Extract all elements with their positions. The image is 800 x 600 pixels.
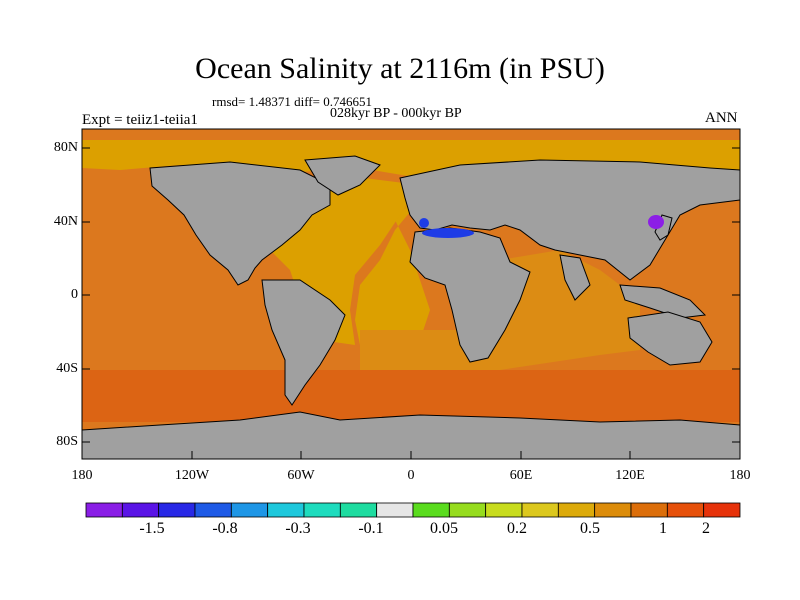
lon-label-120w: 120W bbox=[174, 468, 210, 483]
colorbar-label: 1 bbox=[659, 520, 667, 537]
land-masses bbox=[82, 155, 740, 459]
colorbar-swatch bbox=[448, 502, 487, 518]
atlantic-ocean bbox=[280, 150, 430, 345]
lat-label-0: 0 bbox=[71, 287, 78, 302]
lon-label-180w: 180 bbox=[71, 468, 93, 483]
colorbar-swatch bbox=[594, 502, 632, 518]
colorbar-swatch bbox=[630, 502, 668, 518]
period-label: 028kyr BP - 000kyr BP bbox=[330, 106, 462, 121]
colorbar-swatch bbox=[339, 502, 378, 518]
lon-label-60e: 60E bbox=[509, 468, 533, 483]
colorbar-label: -0.3 bbox=[285, 520, 311, 537]
colorbar-swatch bbox=[703, 502, 741, 518]
colorbar-swatch bbox=[666, 502, 705, 518]
greenland bbox=[304, 155, 381, 196]
colorbar-label: -0.8 bbox=[212, 520, 238, 537]
colorbar-swatch bbox=[485, 502, 523, 518]
lat-ticks bbox=[82, 147, 740, 443]
lat-label-80s: 80S bbox=[56, 434, 78, 449]
colorbar-label: 2 bbox=[702, 520, 710, 537]
colorbar-swatch bbox=[121, 502, 160, 518]
colorbar-label: -0.1 bbox=[358, 520, 384, 537]
colorbar-swatch bbox=[267, 502, 305, 518]
lon-label-60w: 60W bbox=[287, 468, 315, 483]
western-mediterranean bbox=[419, 218, 429, 228]
colorbar-swatch bbox=[230, 502, 269, 518]
colorbar-swatch bbox=[85, 502, 123, 518]
colorbar-swatch bbox=[194, 502, 232, 518]
lon-ticks bbox=[81, 451, 741, 459]
africa bbox=[409, 227, 531, 363]
map-title: Ocean Salinity at 2116m (in PSU) bbox=[195, 52, 605, 85]
colorbar-swatch bbox=[412, 502, 450, 518]
southern-ocean bbox=[82, 370, 740, 422]
maritime-continent bbox=[619, 284, 707, 319]
colorbar-swatch bbox=[521, 502, 559, 518]
colorbar-label: 0.5 bbox=[580, 520, 600, 537]
mediterranean-sea bbox=[422, 228, 474, 238]
season-label: ANN bbox=[705, 110, 738, 126]
japan bbox=[654, 214, 673, 241]
sea-of-japan bbox=[648, 215, 664, 229]
colorbar-swatch bbox=[557, 502, 596, 518]
colorbar-label: 0.2 bbox=[507, 520, 527, 537]
lat-label-40s: 40S bbox=[56, 361, 78, 376]
india bbox=[559, 254, 591, 301]
colorbar-swatch bbox=[303, 502, 341, 518]
australia bbox=[627, 311, 713, 366]
colorbar-label: 0.05 bbox=[430, 520, 458, 537]
antarctica bbox=[82, 411, 740, 459]
stats-line: rmsd= 1.48371 diff= 0.746651 bbox=[212, 94, 372, 109]
colorbar-swatch bbox=[158, 502, 196, 518]
lat-label-80n: 80N bbox=[53, 140, 78, 155]
lon-label-120e: 120E bbox=[615, 468, 645, 483]
colorbar bbox=[85, 502, 741, 518]
lat-label-40n: 40N bbox=[53, 214, 78, 229]
colorbar-swatch bbox=[376, 502, 414, 518]
experiment-label: Expt = teiiz1-teiia1 bbox=[82, 112, 198, 128]
colorbar-label: -1.5 bbox=[139, 520, 165, 537]
lon-label-180e: 180 bbox=[729, 468, 751, 483]
south-america bbox=[261, 279, 346, 406]
lon-label-0: 0 bbox=[407, 468, 415, 483]
